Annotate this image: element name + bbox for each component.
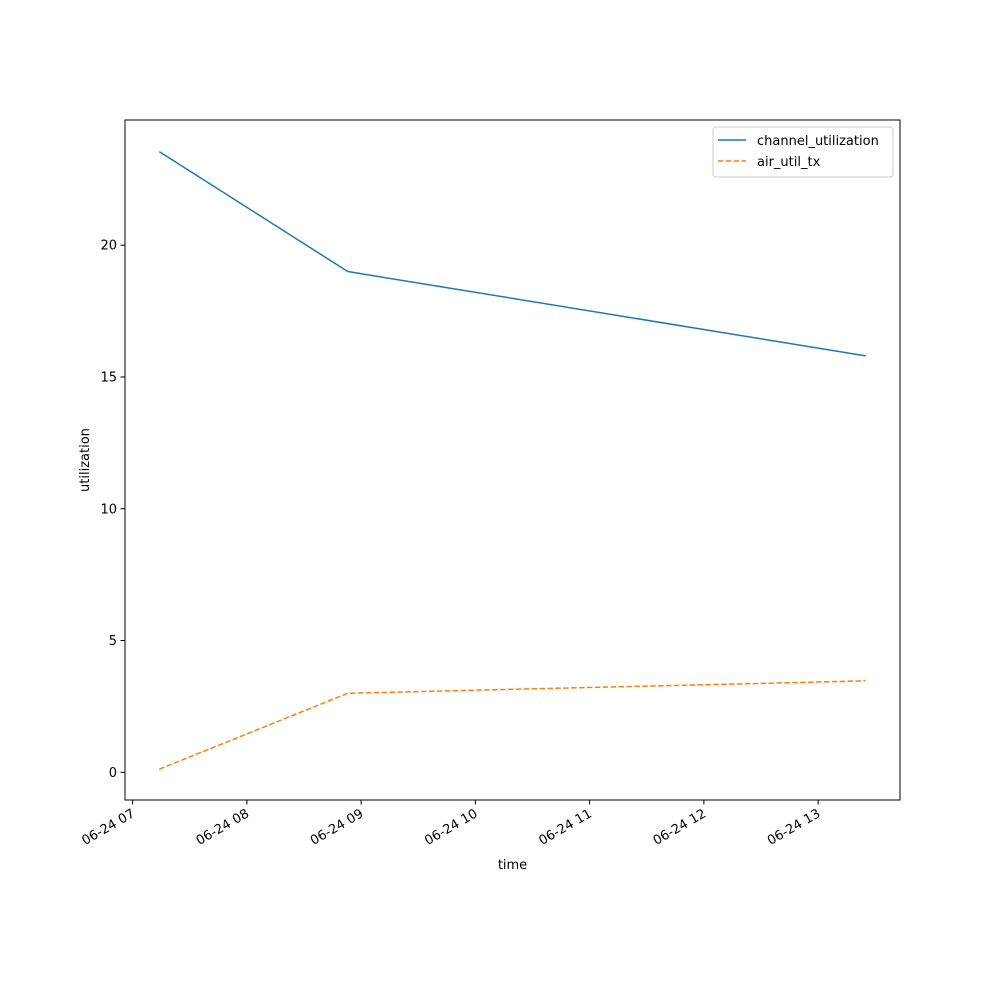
legend-label-air_util_tx: air_util_tx: [757, 155, 821, 170]
x-axis-label: time: [498, 858, 527, 873]
series-layer: [158, 150, 866, 770]
y-tick-label: 15: [100, 370, 117, 385]
legend-label-channel_utilization: channel_utilization: [757, 134, 879, 149]
y-tick-label: 5: [109, 634, 117, 649]
y-tick-label: 20: [100, 239, 117, 254]
y-axis-label: utilization: [78, 428, 93, 492]
legend: channel_utilization air_util_tx: [712, 126, 894, 178]
plot-frame: [124, 119, 901, 801]
y-tick-label: 10: [100, 502, 117, 517]
series-line-channel_utilization: [158, 150, 866, 357]
y-axis: 0 5 10 15 20: [100, 239, 125, 781]
legend-box: [712, 126, 894, 178]
series-line-air_util_tx: [158, 680, 866, 770]
y-tick-label: 0: [109, 766, 117, 781]
